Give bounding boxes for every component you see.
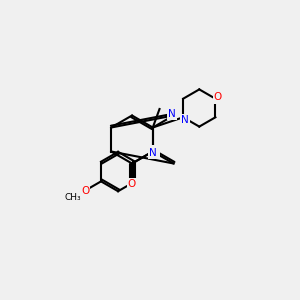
Text: O: O [81,186,89,196]
Text: O: O [214,92,222,103]
Text: CH₃: CH₃ [64,193,81,202]
Text: N: N [181,115,189,125]
Text: N: N [168,109,176,119]
Text: N: N [151,146,159,157]
Text: N: N [149,148,157,158]
Text: O: O [128,179,136,189]
